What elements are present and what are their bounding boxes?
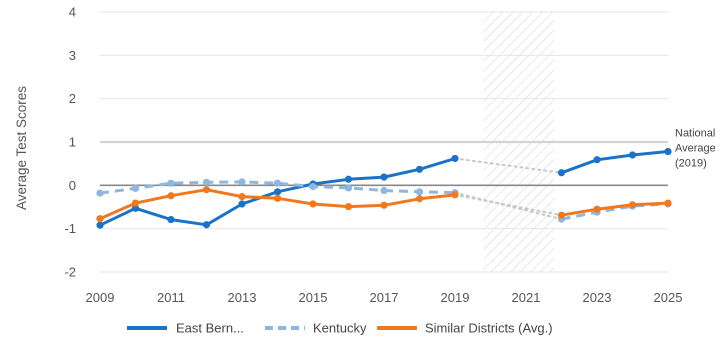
national-average-label: (2019)	[675, 158, 707, 170]
data-point	[131, 184, 140, 192]
data-point	[628, 151, 637, 159]
x-tick-label: 2015	[299, 290, 328, 305]
data-point	[380, 173, 388, 181]
data-point	[593, 156, 601, 164]
data-point	[415, 165, 424, 173]
y-tick-label: 4	[69, 5, 76, 20]
legend-label: Kentucky	[313, 321, 367, 336]
data-point	[238, 193, 246, 201]
y-tick-label: 1	[69, 135, 76, 150]
x-tick-label: 2021	[512, 290, 541, 305]
data-point	[96, 221, 104, 229]
data-point	[628, 201, 637, 209]
x-tick-label: 2023	[583, 290, 612, 305]
y-tick-label: -1	[64, 221, 76, 236]
national-average-label: National	[675, 128, 715, 140]
series-line	[560, 201, 670, 217]
data-point	[309, 183, 317, 191]
data-point	[273, 179, 282, 187]
x-tick-label: 2009	[86, 290, 115, 305]
gap-connector	[454, 193, 563, 217]
data-point	[167, 179, 175, 187]
data-point	[380, 186, 388, 195]
y-tick-label: 2	[69, 91, 76, 106]
data-point	[451, 191, 459, 199]
data-point	[557, 211, 566, 219]
data-point	[344, 184, 353, 192]
y-tick-label: -2	[64, 265, 76, 280]
data-point	[273, 188, 282, 196]
data-point	[202, 221, 211, 229]
legend-item: Similar Districts (Avg.)	[377, 321, 553, 336]
data-point	[664, 199, 672, 207]
data-point	[593, 205, 601, 213]
data-point	[557, 169, 566, 177]
series-line	[561, 202, 669, 221]
gap-connector	[454, 157, 563, 174]
data-point	[131, 199, 140, 207]
data-point	[238, 178, 246, 186]
legend-label: East Bern...	[176, 321, 244, 336]
data-point	[96, 189, 104, 197]
data-point	[96, 215, 104, 223]
data-point	[344, 202, 353, 211]
data-point	[309, 200, 317, 208]
data-point	[344, 175, 353, 183]
data-point	[131, 204, 140, 212]
legend-item: Kentucky	[265, 321, 367, 336]
data-point	[202, 186, 211, 194]
x-tick-label: 2019	[441, 290, 470, 305]
national-average-label: Average	[675, 143, 716, 155]
legend-item: East Bern...	[127, 321, 244, 336]
data-point	[664, 147, 672, 156]
y-tick-label: 3	[69, 48, 76, 63]
x-tick-label: 2025	[654, 290, 683, 305]
data-point	[167, 215, 175, 224]
x-tick-label: 2011	[157, 290, 185, 305]
data-point	[380, 201, 388, 209]
data-point	[451, 154, 459, 163]
y-axis-label: Average Test Scores	[14, 86, 29, 210]
data-point	[415, 195, 424, 203]
x-tick-label: 2013	[228, 290, 257, 305]
data-point	[415, 188, 424, 196]
x-tick-label: 2017	[370, 290, 399, 305]
legend-label: Similar Districts (Avg.)	[425, 321, 553, 336]
data-point	[238, 200, 246, 208]
y-tick-label: 0	[69, 178, 76, 193]
data-point	[202, 178, 211, 186]
series-line	[560, 150, 670, 175]
data-point	[167, 192, 175, 200]
data-point	[273, 194, 282, 202]
